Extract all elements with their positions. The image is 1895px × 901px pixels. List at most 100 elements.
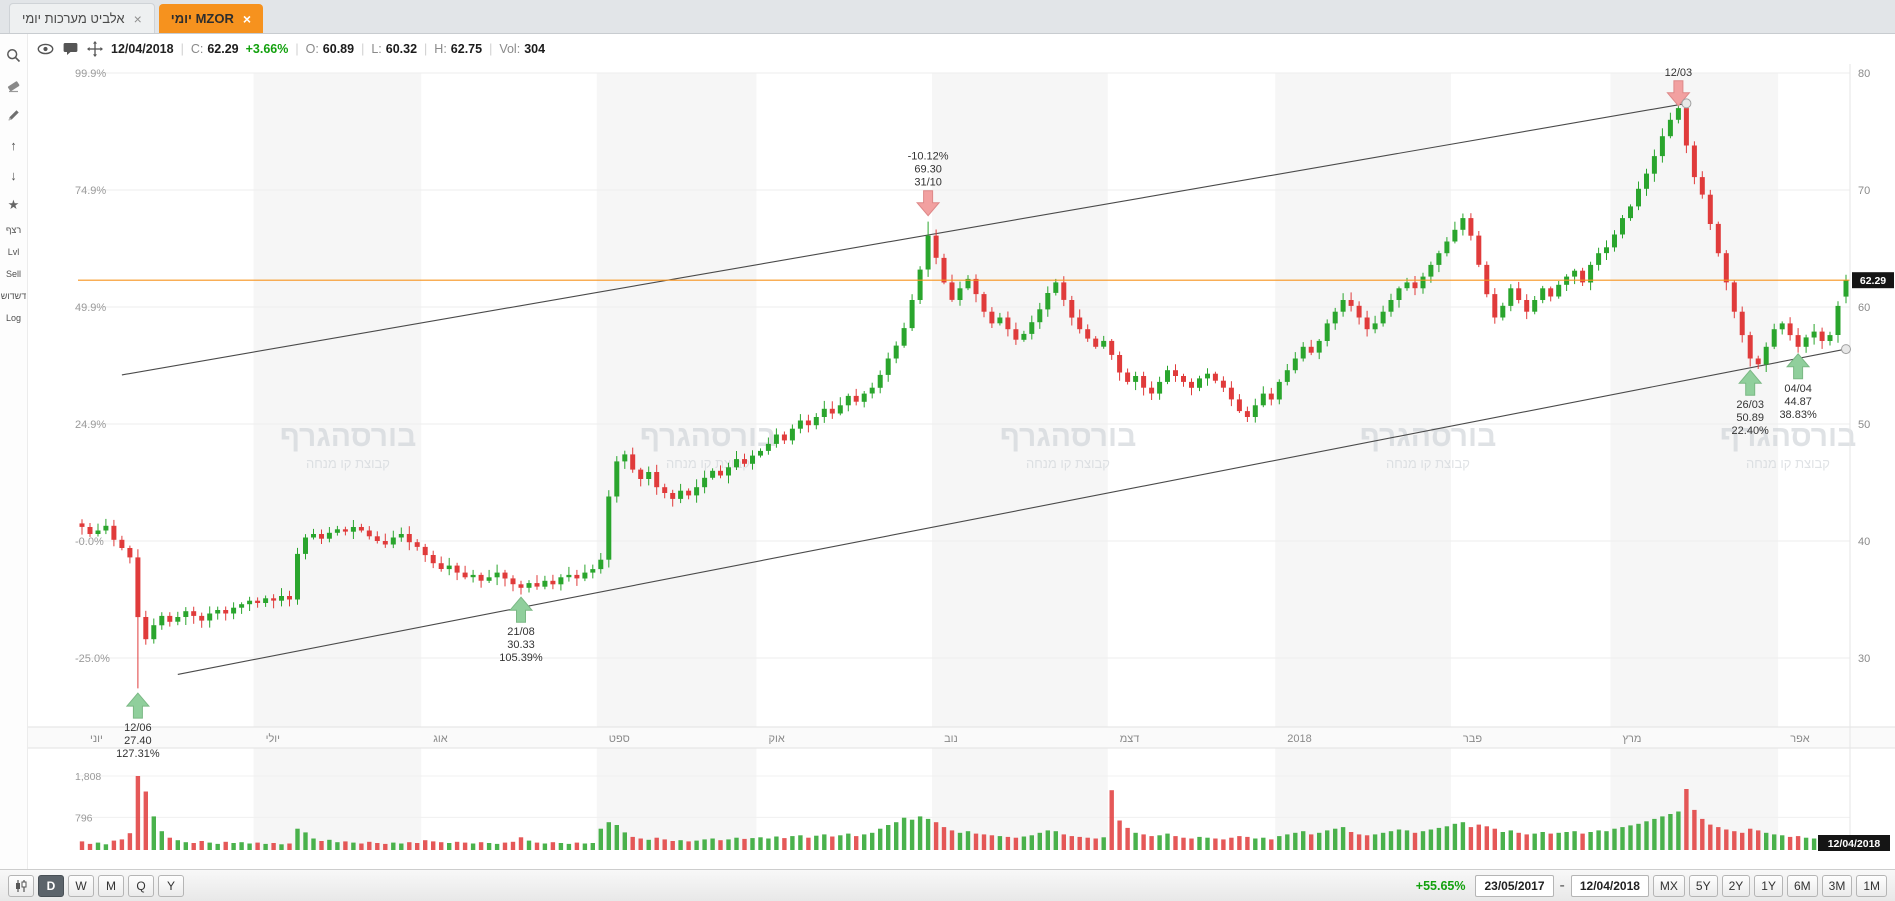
svg-text:12/06: 12/06 [124,722,152,734]
interval-month-button[interactable]: M [98,874,124,897]
svg-text:אוק: אוק [769,733,785,745]
star-tool-icon[interactable]: ★ [7,197,20,212]
high-label: H: [434,42,447,56]
svg-text:אוג: אוג [433,733,448,745]
svg-text:קבוצת קו מנחה: קבוצת קו מנחה [1386,456,1470,471]
svg-text:30.33: 30.33 [507,639,535,651]
svg-text:יולי: יולי [266,732,280,745]
svg-text:40: 40 [1858,536,1870,548]
interval-day-button[interactable]: D [38,874,64,897]
comment-icon[interactable] [61,40,79,58]
separator: | [424,42,428,56]
svg-text:127.31%: 127.31% [116,748,160,760]
svg-text:פבר: פבר [1463,733,1482,745]
svg-text:38.83%: 38.83% [1779,409,1817,421]
bottom-toolbar: D W M Q Y +55.65% 23/05/2017 - 12/04/201… [0,869,1895,901]
close-icon[interactable]: × [133,10,142,27]
sidebar-item-ratzef[interactable]: רצף [5,225,22,235]
svg-text:מרץ: מרץ [1623,733,1642,745]
svg-text:-0.0%: -0.0% [75,536,104,548]
arrow-down-tool-icon[interactable]: ↓ [10,167,17,183]
range-5y-button[interactable]: 5Y [1688,874,1718,897]
svg-text:49.9%: 49.9% [75,302,106,314]
tab-bar: אלביט מערכות יומי × MZOR יומי × [0,0,1895,34]
svg-text:ספט: ספט [609,733,630,745]
date-to-input[interactable]: 12/04/2018 [1570,874,1649,897]
tab-elbit-daily[interactable]: אלביט מערכות יומי × [9,3,155,33]
interval-quarter-button[interactable]: Q [128,874,154,897]
svg-text:נוב: נוב [944,733,958,745]
pencil-tool-icon[interactable] [5,106,23,124]
low-label: L: [371,42,382,56]
interval-week-button[interactable]: W [68,874,94,897]
svg-text:12/03: 12/03 [1665,67,1693,79]
range-1m-button[interactable]: 1M [1856,874,1887,897]
change-value: +3.66% [245,42,289,56]
svg-text:קבוצת קו מנחה: קבוצת קו מנחה [1746,456,1830,471]
tab-label: אלביט מערכות יומי [22,11,125,26]
svg-text:99.9%: 99.9% [75,68,106,80]
svg-text:62.29: 62.29 [1860,275,1886,287]
svg-text:70: 70 [1858,185,1870,197]
separator: | [489,42,493,56]
chart-style-button[interactable] [8,874,34,897]
zoom-tool-icon[interactable] [5,46,23,64]
range-1y-button[interactable]: 1Y [1754,874,1783,897]
range-3m-button[interactable]: 3M [1821,874,1853,897]
close-label: C: [190,42,204,56]
volume-value: 304 [524,42,546,56]
svg-text:26/03: 26/03 [1736,399,1764,411]
svg-text:30: 30 [1858,653,1870,665]
sidebar-item-sell[interactable]: Sell [5,268,21,279]
separator: | [361,42,365,56]
range-mx-button[interactable]: MX [1652,874,1685,897]
sidebar-item-lvl[interactable]: Lvl [7,246,20,257]
interval-year-button[interactable]: Y [158,874,184,897]
separator: | [295,42,299,56]
svg-text:קבוצת קו מנחה: קבוצת קו מנחה [306,456,390,471]
range-change-percent: +55.65% [1415,878,1466,893]
svg-text:04/04: 04/04 [1784,383,1812,395]
svg-text:דצמ: דצמ [1120,733,1140,745]
range-2y-button[interactable]: 2Y [1721,874,1751,897]
svg-text:44.87: 44.87 [1784,396,1812,408]
svg-text:50: 50 [1858,419,1870,431]
move-icon[interactable] [86,40,104,58]
svg-text:בורסהגרף: בורסהגרף [640,420,777,453]
tab-label: MZOR יומי [170,11,234,26]
svg-text:-25.0%: -25.0% [75,653,110,665]
sidebar-item-log[interactable]: Log [5,312,22,323]
open-label: O: [305,42,319,56]
date-range-separator: - [1559,876,1565,894]
close-icon[interactable]: × [242,10,252,27]
range-6m-button[interactable]: 6M [1786,874,1818,897]
svg-text:80: 80 [1858,68,1870,80]
svg-text:בורסהגרף: בורסהגרף [280,420,417,453]
date-from-input[interactable]: 23/05/2017 [1475,874,1554,897]
eye-icon[interactable] [36,40,54,58]
svg-text:27.40: 27.40 [124,735,152,747]
candlestick-chart[interactable]: בורסהגרף קבוצת קו מנחה בורסהגרף קבוצת קו מנ… [28,64,1895,869]
svg-text:50.89: 50.89 [1736,412,1764,424]
svg-text:יוני: יוני [90,733,103,745]
svg-text:22.40%: 22.40% [1732,425,1770,437]
volume-label: Vol: [499,42,521,56]
toolbar-date: 12/04/2018 [111,42,174,56]
arrow-up-tool-icon[interactable]: ↑ [10,137,17,153]
chart-canvas[interactable]: בורסהגרף קבוצת קו מנחה בורסהגרף קבוצת קו מנ… [28,64,1895,869]
eraser-tool-icon[interactable] [5,76,23,94]
ohlc-toolbar: 12/04/2018 | C: 62.29 +3.66% | O: 60.89 … [28,34,1895,64]
tab-mzor-daily[interactable]: MZOR יומי × [158,4,264,33]
drawing-sidebar: ↑ ↓ ★ רצף Lvl Sell דשדוש Log [0,34,28,869]
svg-text:אפר: אפר [1790,733,1810,745]
svg-text:24.9%: 24.9% [75,419,106,431]
svg-text:31/10: 31/10 [914,177,942,189]
low-value: 60.32 [385,42,418,56]
svg-text:בורסהגרף: בורסהגרף [1360,420,1497,453]
high-value: 62.75 [450,42,483,56]
sidebar-item-dishdush[interactable]: דשדוש [0,290,27,301]
svg-text:21/08: 21/08 [507,626,535,638]
svg-text:60: 60 [1858,302,1870,314]
svg-text:2018: 2018 [1287,733,1311,745]
close-value: 62.29 [207,42,239,56]
